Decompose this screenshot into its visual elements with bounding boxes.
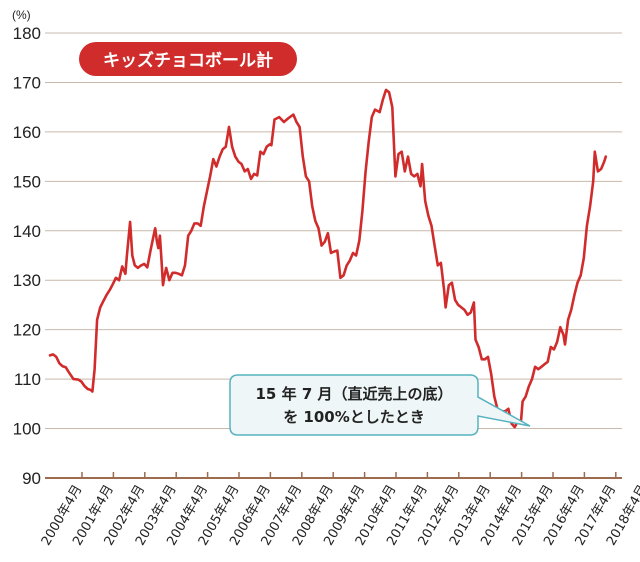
x-axis-labels: 2000年4月2001年4月2002年4月2003年4月2004年4月2005年… — [39, 483, 640, 549]
y-tick-label: 110 — [14, 370, 41, 389]
grid-lines — [45, 32, 622, 430]
annotation-callout: 15 年 7 月（直近売上の底） を 100%としたとき — [229, 374, 531, 436]
legend-badge: キッズチョコボール計 — [79, 42, 297, 76]
x-axis — [45, 472, 622, 479]
annotation-bubble — [229, 374, 531, 436]
y-tick-label: 160 — [13, 123, 41, 142]
y-tick-label: 170 — [13, 73, 41, 92]
y-tick-label: 90 — [22, 469, 41, 488]
y-tick-label: 150 — [13, 172, 41, 191]
y-tick-label: 100 — [13, 420, 41, 439]
legend-badge-label: キッズチョコボール計 — [103, 50, 273, 71]
annotation-line-1: 15 年 7 月（直近売上の底） — [256, 385, 453, 403]
y-tick-label: 140 — [13, 222, 41, 241]
y-axis-labels: 90 100 110 120 130 140 150 160 170 180 — [13, 24, 41, 488]
annotation-line-2: を 100%としたとき — [283, 408, 425, 426]
legend-badge-background — [79, 42, 297, 76]
y-axis-unit: (%) — [12, 8, 31, 22]
y-tick-label: 180 — [13, 24, 41, 43]
y-tick-label: 130 — [13, 271, 41, 290]
y-tick-label: 120 — [13, 321, 41, 340]
